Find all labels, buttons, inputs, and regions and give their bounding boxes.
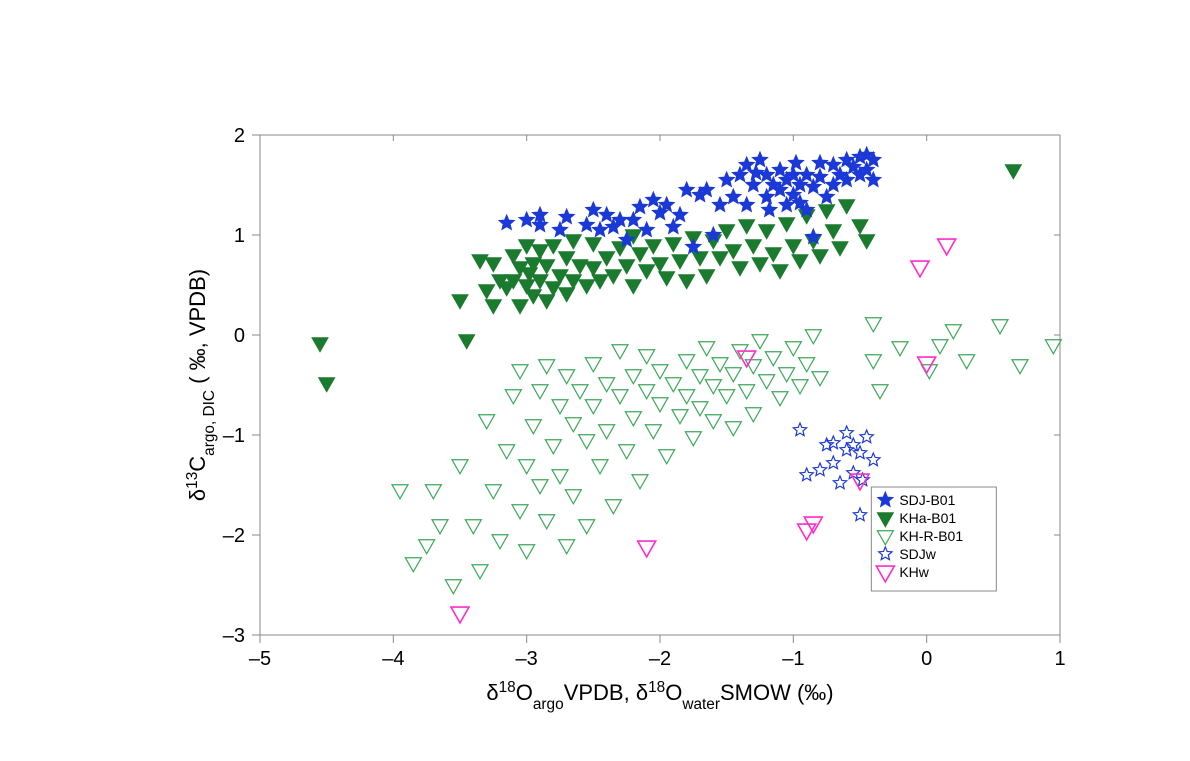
x-tick-label: 0 [921,648,932,670]
y-tick-label: 1 [234,225,245,247]
y-tick-label: –2 [223,525,245,547]
scatter-chart: –5 –4 –3 –2 –1 0 1 –3 –2 –1 0 1 2 δ18OargoVPDB, δ18Ow… [0,0,1190,761]
y-tick-label: 0 [234,325,245,347]
y-tick-label: 2 [234,125,245,147]
legend-label: SDJw [899,546,936,562]
x-tick-label: –5 [249,648,271,670]
svg-text:δ13Cargo, DIC ( ‰, VPDB): δ13Cargo, DIC ( ‰, VPDB) [184,269,218,501]
svg-text:δ18OargoVPDB, δ18OwaterSMOW (‰: δ18OargoVPDB, δ18OwaterSMOW (‰) [486,679,833,713]
x-tick-label: –1 [782,648,804,670]
legend-label: SDJ-B01 [899,492,955,508]
y-axis-title: δ13Cargo, DIC ( ‰, VPDB) [184,269,218,501]
legend-label: KHa-B01 [899,510,956,526]
legend-label: KHw [899,564,929,580]
x-axis-title: δ18OargoVPDB, δ18OwaterSMOW (‰) [486,679,833,713]
series-sdjw [793,423,880,521]
y-tick-label: –1 [223,425,245,447]
x-tick-label: –2 [649,648,671,670]
x-tick-label: –4 [382,648,404,670]
legend-label: KH-R-B01 [899,528,963,544]
x-tick-label: 1 [1054,648,1065,670]
y-tick-label: –3 [223,625,245,647]
x-tick-label: –3 [516,648,538,670]
legend: SDJ-B01 KHa-B01 KH-R-B01 SDJw KHw [871,487,996,591]
